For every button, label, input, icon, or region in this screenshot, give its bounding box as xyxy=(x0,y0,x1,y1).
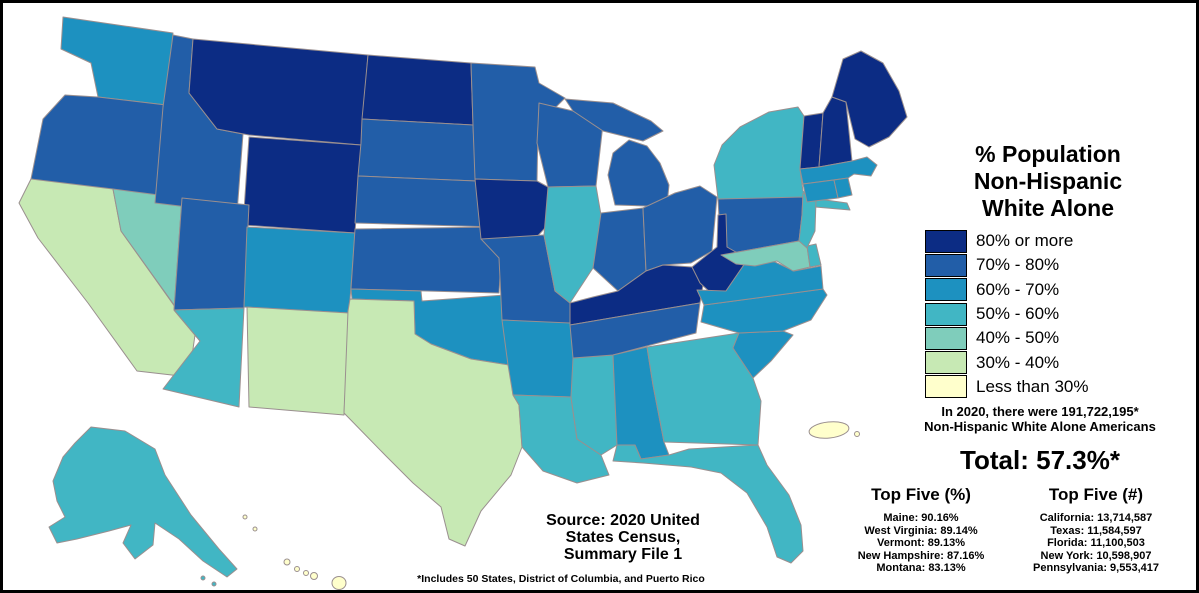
legend-row: 40% - 50% xyxy=(925,326,1088,350)
state-ks xyxy=(350,226,503,294)
top-five-item: Florida: 11,100,503 xyxy=(1047,537,1145,549)
state-nm xyxy=(246,306,350,416)
state-ia xyxy=(474,178,552,242)
summary-text: In 2020, there were 191,722,195* Non-His… xyxy=(910,404,1170,434)
source-line: States Census, xyxy=(565,529,681,546)
state-tx xyxy=(343,298,523,547)
state-de xyxy=(806,243,822,268)
legend-label: 30% - 40% xyxy=(976,352,1060,372)
hawaii-island xyxy=(294,566,300,572)
hawaii-island xyxy=(252,526,258,532)
legend-row: 60% - 70% xyxy=(925,278,1088,302)
legend-row: 30% - 40% xyxy=(925,350,1088,375)
map-title-line: Non-Hispanic xyxy=(973,168,1123,194)
state-sd xyxy=(357,118,477,182)
top-five-item: Vermont: 89.13% xyxy=(876,537,966,549)
state-il xyxy=(543,185,602,304)
top-five-item: Texas: 11,584,597 xyxy=(1050,524,1142,537)
map-title-line: White Alone xyxy=(981,195,1115,221)
state-fl xyxy=(612,444,804,564)
legend-swatch xyxy=(925,302,967,326)
total-percentage: Total: 57.3%* xyxy=(960,445,1120,475)
state-mi-lower xyxy=(607,139,670,207)
hawaii-island xyxy=(242,514,248,520)
state-ri xyxy=(833,177,853,199)
top-five-item: New Hampshire: 87.16% xyxy=(857,549,985,562)
legend-swatch xyxy=(925,253,967,277)
alaska-island xyxy=(200,575,206,581)
state-nc xyxy=(700,288,828,334)
state-me xyxy=(831,50,908,148)
top-five-percent: Top Five (%) Maine: 90.16% West Virginia:… xyxy=(836,485,1006,575)
legend-row: Less than 30% xyxy=(925,375,1088,399)
summary-line: In 2020, there were 191,722,195* xyxy=(941,404,1139,419)
legend-row: 70% - 80% xyxy=(925,253,1088,277)
state-nh xyxy=(818,96,853,168)
state-ms xyxy=(570,354,618,456)
puerto-rico xyxy=(808,421,850,439)
top-five-item: California: 13,714,587 xyxy=(1039,512,1153,524)
legend-label: 70% - 80% xyxy=(976,255,1060,275)
state-wy xyxy=(242,136,362,234)
source-line: Summary File 1 xyxy=(563,546,683,563)
state-ut xyxy=(173,197,250,311)
state-ak xyxy=(48,426,238,578)
hawaii-island xyxy=(303,570,309,576)
top-five-item: New York: 10,598,907 xyxy=(1040,549,1152,562)
legend-swatch xyxy=(925,229,967,253)
legend-swatch xyxy=(925,351,967,375)
alaska-island xyxy=(211,581,217,587)
hawaii-big-island xyxy=(331,576,347,590)
legend-row: 50% - 60% xyxy=(925,302,1088,326)
state-co xyxy=(243,226,356,314)
legend-swatch xyxy=(925,375,967,399)
summary-line: Non-Hispanic White Alone Americans xyxy=(924,419,1156,434)
hawaii-island xyxy=(310,572,318,580)
top-five-item: Pennsylvania: 9,553,417 xyxy=(1033,562,1159,574)
state-az xyxy=(162,307,245,408)
puerto-rico-island xyxy=(854,431,860,437)
source-attribution: Source: 2020 United States Census, Summa… xyxy=(531,512,715,563)
legend-row: 80% or more xyxy=(925,229,1088,253)
top-five-percent-heading: Top Five (%) xyxy=(871,485,971,504)
footnote: *Includes 50 States, District of Columbi… xyxy=(417,573,705,585)
state-mi-upper xyxy=(564,98,664,142)
map-title-line: % Population xyxy=(975,141,1121,167)
state-tn xyxy=(569,302,701,359)
state-ar xyxy=(501,319,577,398)
legend: 80% or more 70% - 80% 60% - 70% 50% - 60% 40… xyxy=(925,229,1088,399)
legend-swatch xyxy=(925,278,967,302)
state-ct xyxy=(802,179,839,203)
legend-swatch xyxy=(925,326,967,350)
top-five-item: West Virginia: 89.14% xyxy=(864,524,978,537)
source-line: Source: 2020 United xyxy=(546,512,700,529)
us-choropleth-map xyxy=(18,16,908,590)
top-five-percent-list: Maine: 90.16% West Virginia: 89.14% Vermon… xyxy=(836,512,1006,575)
legend-label: 50% - 60% xyxy=(976,304,1060,324)
top-five-item: Maine: 90.16% xyxy=(883,512,959,524)
top-five-count: Top Five (#) California: 13,714,587 Texas… xyxy=(1011,485,1181,575)
state-nd xyxy=(361,54,474,126)
map-title: % Population Non-Hispanic White Alone xyxy=(953,141,1143,222)
top-five-item: Montana: 83.13% xyxy=(876,562,966,574)
state-wa xyxy=(60,16,174,106)
legend-label: 80% or more xyxy=(976,231,1074,251)
hawaii-island xyxy=(283,558,291,566)
legend-label: Less than 30% xyxy=(976,376,1089,396)
legend-label: 40% - 50% xyxy=(976,328,1060,348)
top-five-count-heading: Top Five (#) xyxy=(1048,485,1144,504)
top-five-count-list: California: 13,714,587 Texas: 11,584,597 F… xyxy=(1011,512,1181,575)
legend-label: 60% - 70% xyxy=(976,279,1060,299)
